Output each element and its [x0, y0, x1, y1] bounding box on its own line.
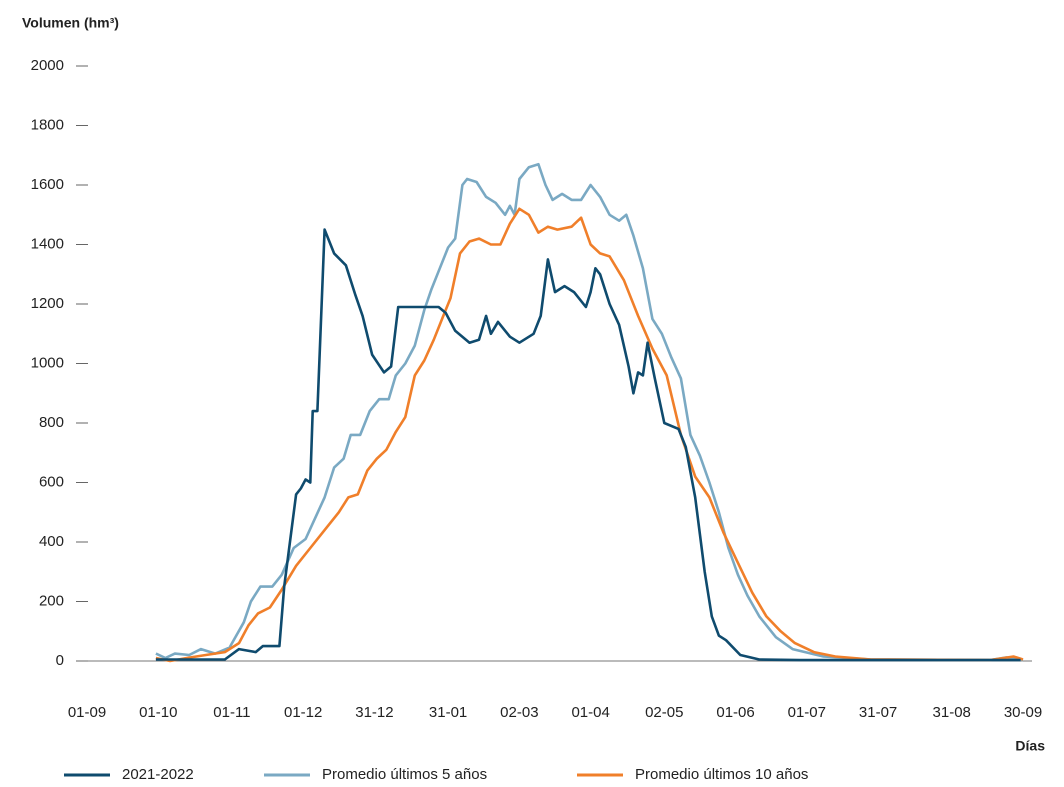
y-tick-label: 600: [39, 473, 64, 490]
x-tick-label: 01-11: [213, 704, 250, 721]
y-tick-label: 1600: [31, 176, 64, 193]
x-tick-label: 02-05: [645, 704, 683, 721]
y-tick-label: 1200: [31, 295, 64, 312]
x-tick-label: 01-12: [284, 704, 322, 721]
x-tick-label: 31-07: [859, 704, 897, 721]
x-tick-label: 31-01: [429, 704, 467, 721]
series-line: [155, 207, 1024, 663]
x-tick-label: 02-03: [500, 704, 538, 721]
series-line: [155, 162, 1024, 662]
y-tick-label: 200: [39, 592, 64, 609]
x-tick-label: 01-07: [788, 704, 826, 721]
x-tick-label: 01-04: [571, 704, 609, 721]
legend-label: Promedio últimos 10 años: [635, 766, 808, 783]
y-axis-title: Volumen (hm³): [22, 15, 119, 31]
x-tick-label: 01-09: [68, 704, 106, 721]
x-tick-label: 01-06: [716, 704, 754, 721]
y-tick-label: 1400: [31, 235, 64, 252]
series-line: [155, 228, 1021, 662]
y-tick-label: 1800: [31, 116, 64, 133]
x-tick-label: 31-12: [355, 704, 393, 721]
y-tick-label: 2000: [31, 57, 64, 74]
legend-label: Promedio últimos 5 años: [322, 766, 487, 783]
legend-label: 2021-2022: [122, 766, 194, 783]
y-tick-label: 800: [39, 414, 64, 431]
x-tick-label: 31-08: [933, 704, 971, 721]
y-tick-label: 1000: [31, 354, 64, 371]
x-tick-label: 01-10: [139, 704, 177, 721]
x-tick-label: 30-09: [1004, 704, 1042, 721]
y-tick-label: 400: [39, 533, 64, 550]
x-axis-title: Días: [1015, 738, 1045, 754]
y-tick-label: 0: [56, 652, 64, 669]
